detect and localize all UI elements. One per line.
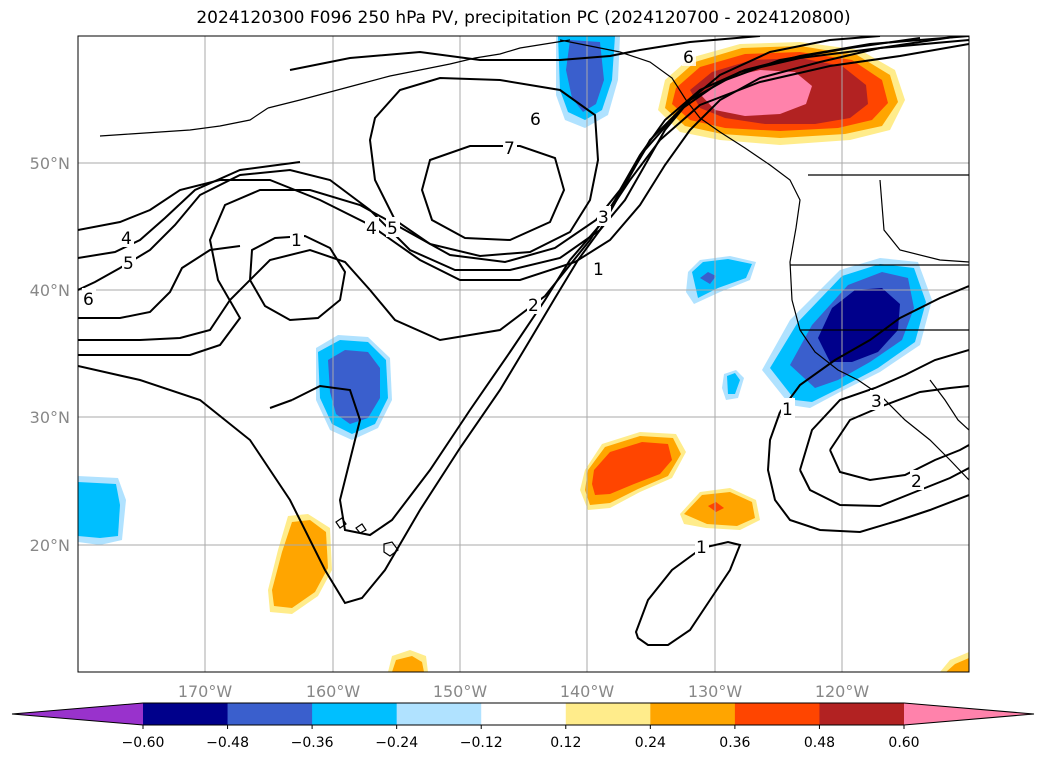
contour-label: 7 — [504, 139, 515, 159]
contour-label: 5 — [387, 219, 398, 239]
graticule — [78, 36, 969, 672]
contour-label: 3 — [871, 392, 882, 412]
colorbar-swatch — [312, 703, 398, 725]
colorbar-tick-label: 0.36 — [719, 735, 750, 751]
lon-label-120w: 120°W — [815, 682, 870, 701]
contour-label: 4 — [121, 229, 132, 249]
contour-label: 1 — [782, 400, 793, 420]
colorbar-tick-label: 0.48 — [804, 735, 835, 751]
lon-label-170w: 170°W — [178, 682, 233, 701]
colorbar-extend-high — [904, 703, 1034, 725]
longitude-labels: 170°W 160°W 150°W 140°W 130°W 120°W — [178, 682, 870, 701]
colorbar-extend-low — [12, 703, 143, 725]
contour-label: 6 — [83, 290, 94, 310]
lat-label-20n: 20°N — [30, 536, 70, 555]
pv-contour-6 — [368, 76, 600, 258]
contour-label: 2 — [911, 472, 922, 492]
lat-label-30n: 30°N — [30, 408, 70, 427]
lon-label-160w: 160°W — [306, 682, 361, 701]
lat-label-50n: 50°N — [30, 154, 70, 173]
colorbar-tick-label: −0.48 — [206, 735, 249, 751]
contour-label: 4 — [366, 219, 377, 239]
contour-labels: 6 7 6 5 4 1 3 1 2 4 5 6 1 3 — [82, 46, 924, 558]
contour-label: 1 — [593, 260, 604, 280]
contour-label: 5 — [123, 254, 134, 274]
lon-label-150w: 150°W — [433, 682, 488, 701]
colorbar-swatch — [396, 703, 482, 725]
colorbar-tick-label: −0.60 — [122, 735, 165, 751]
contour-label: 2 — [528, 296, 539, 316]
map-frame — [77, 35, 970, 673]
pv-contours — [78, 36, 969, 646]
colorbar: −0.60 −0.48 −0.36 −0.24 −0.12 0.12 0.24 0.36 0.4… — [11, 702, 1035, 751]
contour-label: 1 — [696, 538, 707, 558]
contour-label: 1 — [291, 231, 302, 251]
contour-label: 6 — [683, 48, 694, 68]
colorbar-swatch — [227, 703, 313, 725]
colorbar-tick-label: −0.24 — [375, 735, 418, 751]
contour-label: 3 — [598, 208, 609, 228]
lat-label-40n: 40°N — [30, 281, 70, 300]
colorbar-swatch — [565, 703, 651, 725]
colorbar-swatch — [143, 703, 229, 725]
colorbar-swatch — [650, 703, 736, 725]
lon-label-140w: 140°W — [560, 682, 615, 701]
contour-label: 6 — [530, 110, 541, 130]
colorbar-swatch — [819, 703, 905, 725]
colorbar-swatch — [481, 703, 567, 725]
colorbar-tick-label: −0.12 — [460, 735, 503, 751]
colorbar-tick-label: 0.60 — [888, 735, 919, 751]
latitude-labels: 50°N 40°N 30°N 20°N — [30, 154, 70, 555]
map-title: 2024120300 F096 250 hPa PV, precipitatio… — [196, 8, 851, 28]
lon-label-130w: 130°W — [688, 682, 743, 701]
colorbar-tick-label: 0.24 — [635, 735, 666, 751]
colorbar-swatch — [734, 703, 820, 725]
colorbar-tick-label: 0.12 — [550, 735, 581, 751]
colorbar-tick-label: −0.36 — [291, 735, 334, 751]
